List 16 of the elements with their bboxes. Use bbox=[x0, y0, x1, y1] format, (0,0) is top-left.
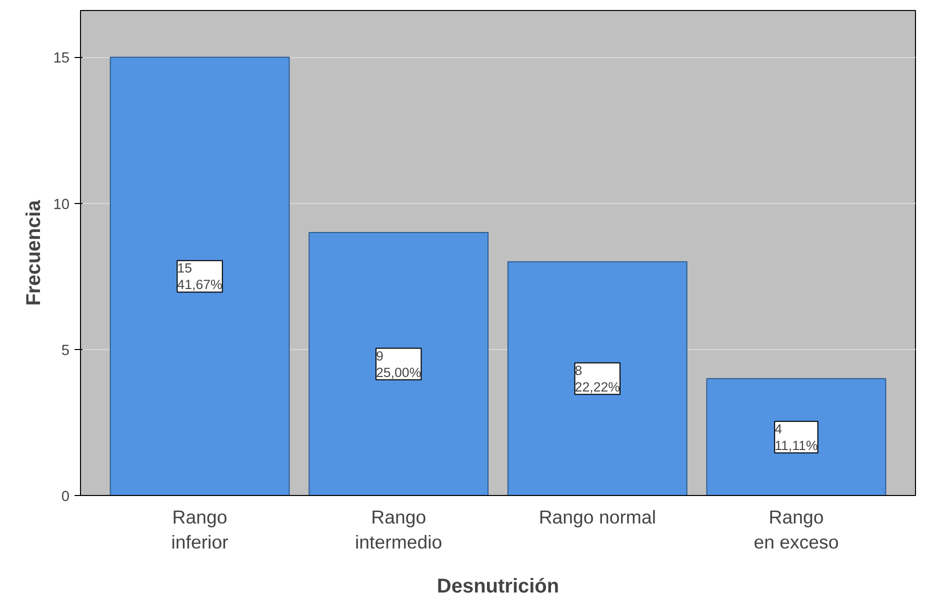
x-tick-label: Rango inferior bbox=[171, 506, 228, 553]
x-tick-label: Rango normal bbox=[538, 506, 656, 528]
y-tick-label: 10 bbox=[53, 196, 70, 213]
x-tick-label: Rango en exceso bbox=[754, 506, 839, 553]
bar bbox=[110, 56, 290, 496]
bar bbox=[706, 378, 886, 496]
data-label: 15 41,67% bbox=[177, 260, 223, 292]
y-tick-label: 5 bbox=[61, 342, 70, 359]
y-tick-label: 0 bbox=[61, 489, 70, 505]
x-axis-title: Desnutrición bbox=[436, 576, 560, 598]
x-tick-label: Rango intermedio bbox=[355, 506, 442, 553]
bar bbox=[507, 261, 688, 496]
y-axis-title: Frecuencia bbox=[23, 199, 46, 306]
data-label: 4 11,11% bbox=[774, 421, 818, 453]
y-tick-label: 15 bbox=[53, 50, 70, 67]
bar bbox=[308, 232, 489, 496]
